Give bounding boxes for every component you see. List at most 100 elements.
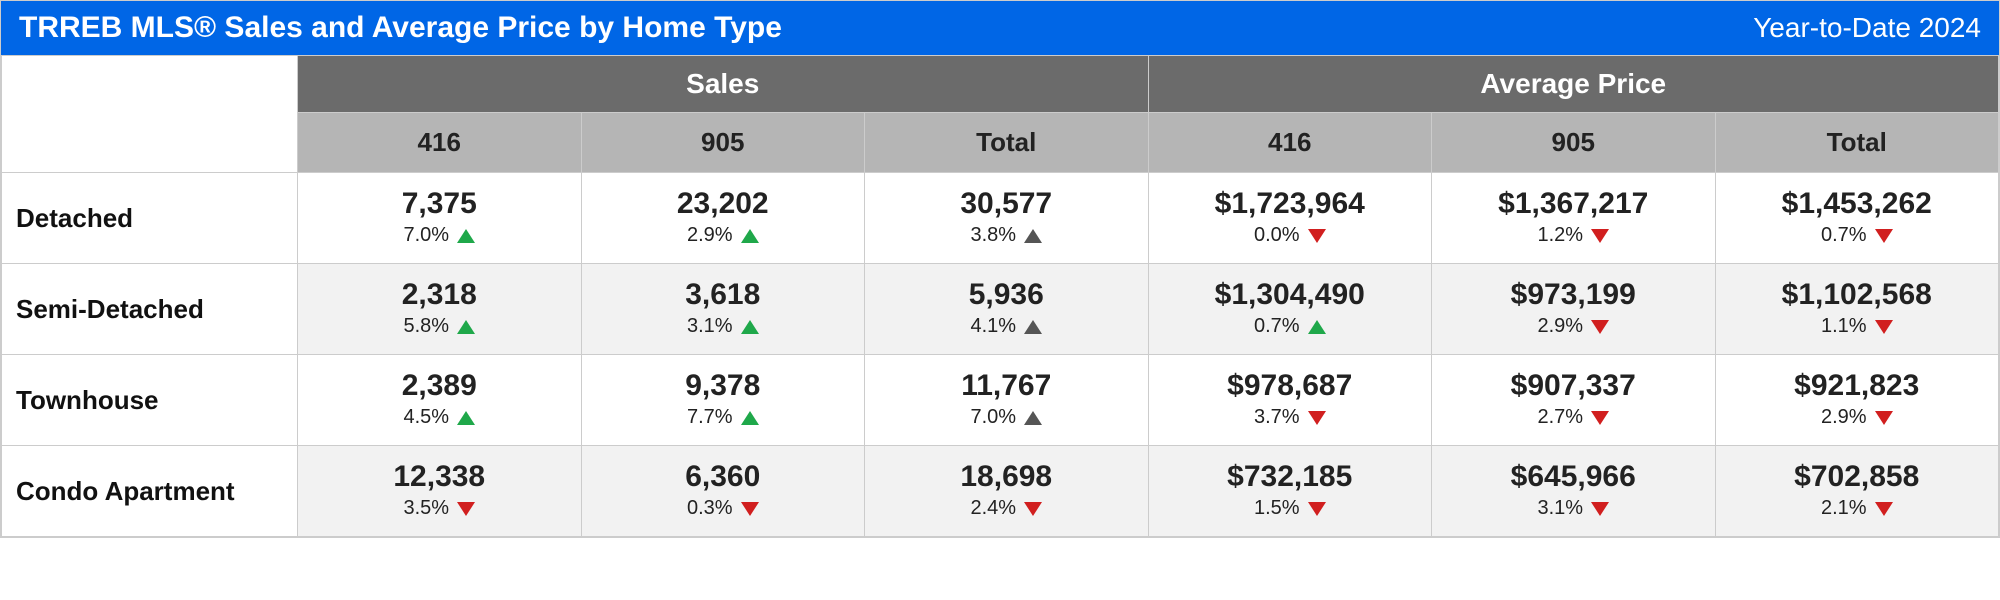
cell-change: 5.8% — [298, 315, 581, 338]
cell-value: $732,185 — [1149, 460, 1432, 493]
sub-header: 416 — [1148, 113, 1432, 173]
data-cell: 2,3894.5% — [298, 355, 582, 446]
sub-header: 905 — [1432, 113, 1716, 173]
table-row: Condo Apartment12,3383.5%6,3600.3%18,698… — [2, 446, 1999, 537]
arrow-down-icon — [1591, 320, 1609, 334]
cell-value: 5,936 — [865, 278, 1148, 311]
data-cell: $1,453,2620.7% — [1715, 173, 1999, 264]
data-cell: 18,698 2.4% — [865, 446, 1149, 537]
cell-value: $907,337 — [1432, 369, 1715, 402]
arrow-down-icon — [741, 502, 759, 516]
group-header-row: Sales Average Price — [2, 56, 1999, 113]
arrow-up-icon — [741, 320, 759, 334]
arrow-down-icon — [1875, 502, 1893, 516]
cell-change: 1.1% — [1716, 315, 1999, 338]
sub-header: 416 — [298, 113, 582, 173]
title-bar: TRREB MLS® Sales and Average Price by Ho… — [1, 1, 1999, 55]
data-cell: 11,767 7.0% — [865, 355, 1149, 446]
arrow-down-icon — [1591, 411, 1609, 425]
cell-change: 1.5% — [1149, 497, 1432, 520]
cell-value: 23,202 — [582, 187, 865, 220]
cell-change: 2.1% — [1716, 497, 1999, 520]
cell-change: 2.9% — [1716, 406, 1999, 429]
cell-value: 12,338 — [298, 460, 581, 493]
sub-header: Total — [865, 113, 1149, 173]
pct-text: 7.7% — [687, 406, 733, 429]
cell-value: 18,698 — [865, 460, 1148, 493]
arrow-up-icon — [1024, 320, 1042, 334]
data-cell: $702,858 2.1% — [1715, 446, 1999, 537]
table-row: Townhouse2,3894.5%9,3787.7%11,7677.0%$97… — [2, 355, 1999, 446]
cell-change: 1.2% — [1432, 224, 1715, 247]
pct-text: 2.9% — [1821, 406, 1867, 429]
arrow-down-icon — [1308, 502, 1326, 516]
cell-value: 30,577 — [865, 187, 1148, 220]
pct-text: 2.4% — [970, 497, 1016, 520]
data-cell: $973,1992.9% — [1432, 264, 1716, 355]
pct-text: 0.7% — [1254, 315, 1300, 338]
pct-text: 2.9% — [687, 224, 733, 247]
row-label: Detached — [2, 173, 298, 264]
data-table: Sales Average Price 416 905 Total 416 90… — [1, 55, 1999, 537]
data-cell: 5,936 4.1% — [865, 264, 1149, 355]
data-cell: $907,3372.7% — [1432, 355, 1716, 446]
data-cell: 7,3757.0% — [298, 173, 582, 264]
pct-text: 3.7% — [1254, 406, 1300, 429]
data-cell: $1,367,217 1.2% — [1432, 173, 1716, 264]
cell-value: 7,375 — [298, 187, 581, 220]
pct-text: 4.1% — [970, 315, 1016, 338]
pct-text: 4.5% — [403, 406, 449, 429]
blank-corner — [2, 56, 298, 173]
pct-text: 0.7% — [1821, 224, 1867, 247]
cell-change: 3.1% — [582, 315, 865, 338]
cell-value: $1,723,964 — [1149, 187, 1432, 220]
cell-change: 3.7% — [1149, 406, 1432, 429]
group-header-price: Average Price — [1148, 56, 1999, 113]
data-cell: 3,618 3.1% — [581, 264, 865, 355]
cell-value: 3,618 — [582, 278, 865, 311]
cell-value: 11,767 — [865, 369, 1148, 402]
cell-change: 4.5% — [298, 406, 581, 429]
data-cell: $1,304,490 0.7% — [1148, 264, 1432, 355]
cell-value: $1,304,490 — [1149, 278, 1432, 311]
arrow-up-icon — [457, 229, 475, 243]
data-cell: $1,102,5681.1% — [1715, 264, 1999, 355]
cell-change: 0.7% — [1149, 315, 1432, 338]
data-cell: $978,6873.7% — [1148, 355, 1432, 446]
row-label: Condo Apartment — [2, 446, 298, 537]
data-cell: $645,9663.1% — [1432, 446, 1716, 537]
arrow-down-icon — [1875, 320, 1893, 334]
data-cell: 30,5773.8% — [865, 173, 1149, 264]
arrow-down-icon — [1591, 502, 1609, 516]
cell-value: 2,318 — [298, 278, 581, 311]
data-cell: 12,338 3.5% — [298, 446, 582, 537]
data-cell: $1,723,964 0.0% — [1148, 173, 1432, 264]
pct-text: 1.2% — [1537, 224, 1583, 247]
sub-header-row: 416 905 Total 416 905 Total — [2, 113, 1999, 173]
arrow-down-icon — [457, 502, 475, 516]
cell-change: 3.5% — [298, 497, 581, 520]
cell-change: 0.0% — [1149, 224, 1432, 247]
table-container: TRREB MLS® Sales and Average Price by Ho… — [0, 0, 2000, 538]
cell-change: 2.9% — [582, 224, 865, 247]
cell-value: 9,378 — [582, 369, 865, 402]
data-cell: 23,202 2.9% — [581, 173, 865, 264]
cell-value: $702,858 — [1716, 460, 1999, 493]
arrow-up-icon — [741, 411, 759, 425]
arrow-up-icon — [1024, 411, 1042, 425]
cell-change: 7.0% — [865, 406, 1148, 429]
sub-header: Total — [1715, 113, 1999, 173]
row-label: Semi-Detached — [2, 264, 298, 355]
cell-change: 4.1% — [865, 315, 1148, 338]
sub-header: 905 — [581, 113, 865, 173]
data-cell: 2,318 5.8% — [298, 264, 582, 355]
arrow-down-icon — [1024, 502, 1042, 516]
arrow-up-icon — [457, 320, 475, 334]
arrow-down-icon — [1308, 229, 1326, 243]
arrow-up-icon — [1308, 320, 1326, 334]
pct-text: 2.1% — [1821, 497, 1867, 520]
arrow-up-icon — [741, 229, 759, 243]
arrow-down-icon — [1875, 411, 1893, 425]
cell-value: $1,367,217 — [1432, 187, 1715, 220]
period-label: Year-to-Date 2024 — [1753, 12, 1981, 44]
